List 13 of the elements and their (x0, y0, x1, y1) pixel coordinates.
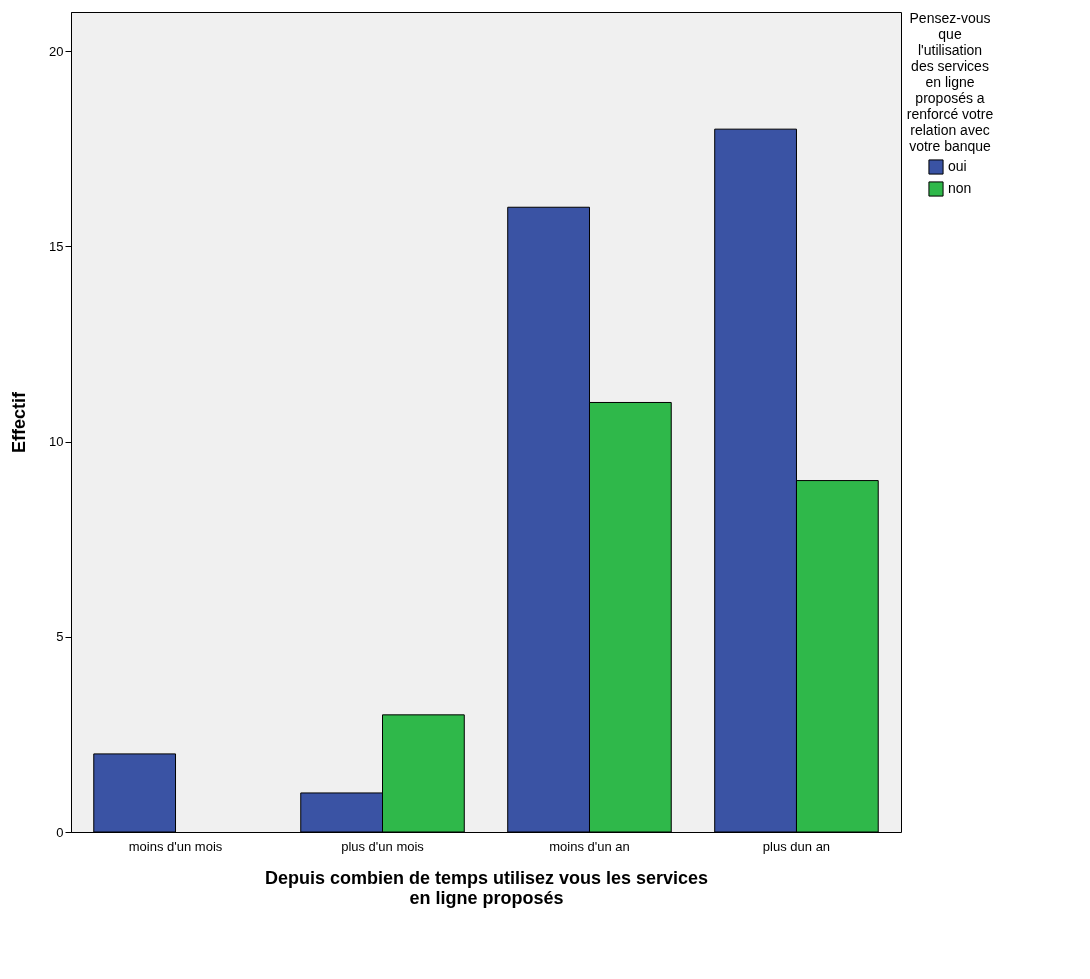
legend-label: oui (948, 158, 967, 174)
y-tick-label: 0 (56, 824, 64, 840)
y-tick-label: 15 (49, 238, 64, 254)
legend-label: non (948, 180, 972, 196)
y-tick-label: 5 (56, 629, 64, 645)
y-tick-label: 10 (49, 434, 64, 450)
x-tick-label: moins d'un an (549, 838, 630, 854)
y-tick-label: 20 (49, 43, 64, 59)
x-tick-label: moins d'un mois (128, 838, 223, 854)
y-axis-title: Effectif (9, 391, 30, 454)
x-axis-title: Depuis combien de temps utilisez vous les services en ligne proposés (264, 867, 709, 908)
x-tick-label: plus dun an (762, 838, 831, 854)
x-tick-label: plus d'un mois (341, 838, 425, 854)
